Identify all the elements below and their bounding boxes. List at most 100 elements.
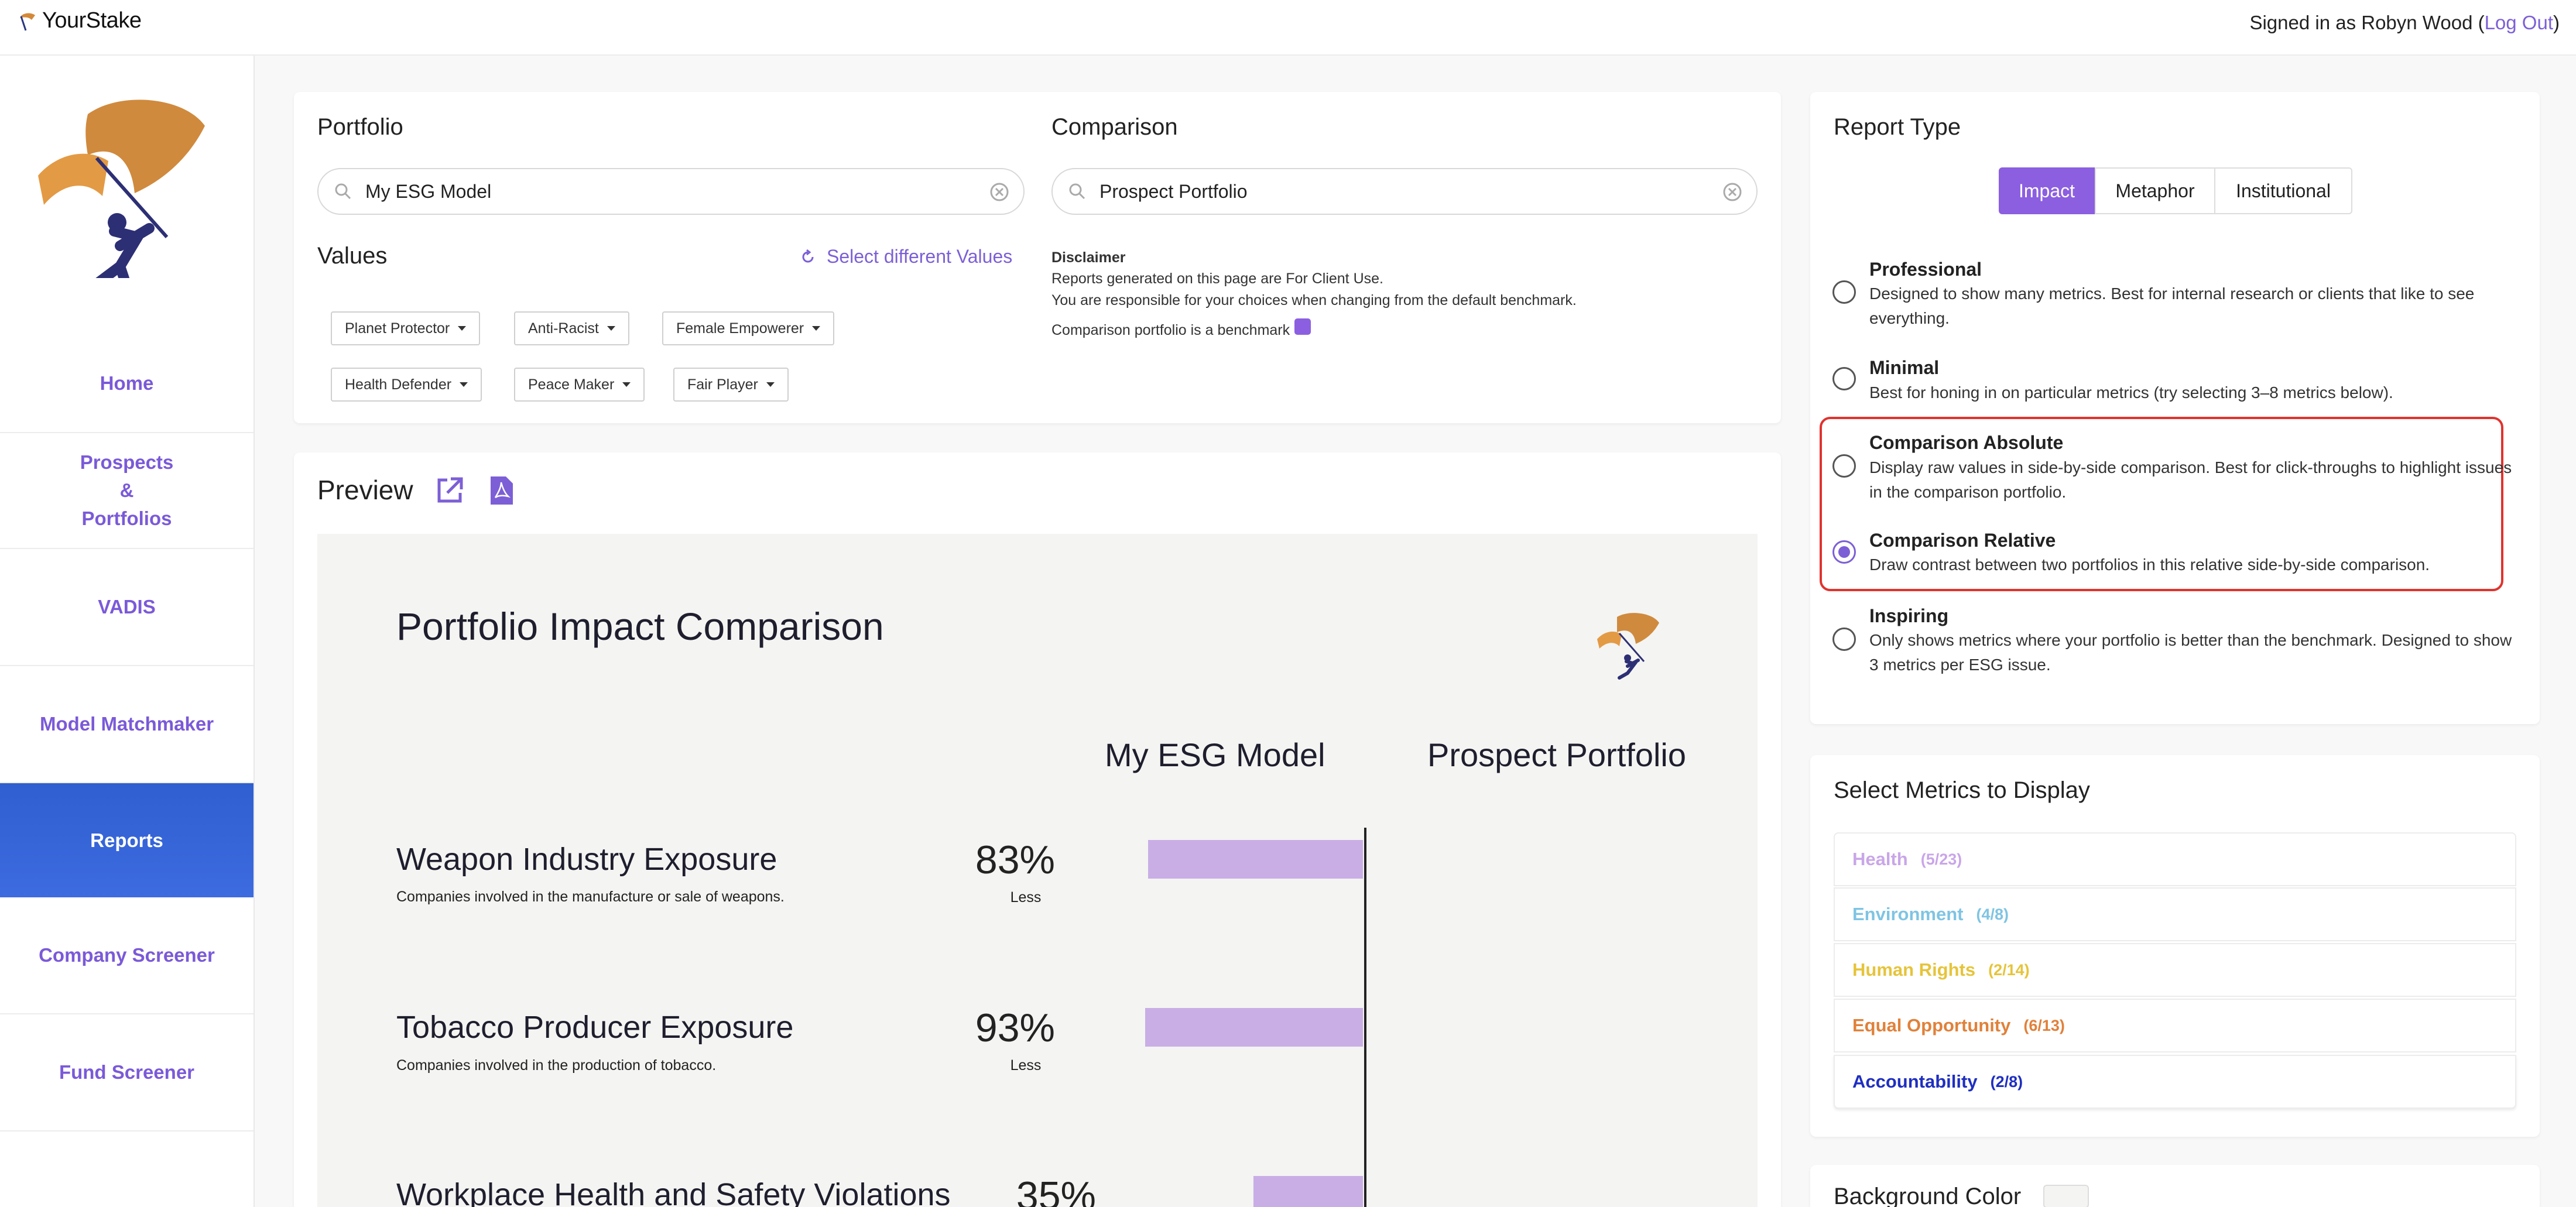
radio-comparison-absolute[interactable] xyxy=(1832,454,1856,478)
radio-comparison-relative[interactable] xyxy=(1832,540,1856,564)
background-color-card xyxy=(1810,1165,2540,1207)
benchmark-toggle-row: Comparison portfolio is a benchmark xyxy=(1051,318,1311,341)
caret-down-icon xyxy=(458,326,467,331)
filter-health-defender[interactable]: Health Defender xyxy=(331,368,482,402)
column-header-portfolio: My ESG Model xyxy=(1105,736,1325,773)
metric-group-environment[interactable]: Environment (4/8) xyxy=(1834,887,2516,941)
metric-group-label: Human Rights xyxy=(1852,959,1976,980)
caret-down-icon xyxy=(812,326,821,331)
values-heading: Values xyxy=(317,243,388,269)
signed-in-status: Signed in as Robyn Wood (Log Out) xyxy=(2249,12,2560,33)
caret-down-icon xyxy=(460,382,468,387)
metric-bar xyxy=(1148,840,1363,879)
sidebar: Home Prospects & Portfolios VADIS Model … xyxy=(0,56,255,1207)
filter-anti-racist[interactable]: Anti-Racist xyxy=(514,311,629,345)
portfolio-search-input[interactable]: My ESG Model xyxy=(317,168,1025,215)
comparison-search-input[interactable]: Prospect Portfolio xyxy=(1051,168,1758,215)
column-header-comparison: Prospect Portfolio xyxy=(1427,736,1686,773)
metric-percent: 93% xyxy=(975,1006,1055,1050)
search-icon xyxy=(1069,183,1085,200)
nav-matchmaker-label: Model Matchmaker xyxy=(39,713,214,735)
nav-vadis[interactable]: VADIS xyxy=(0,549,254,666)
tab-metaphor[interactable]: Metaphor xyxy=(2095,167,2215,214)
filter-fair-player[interactable]: Fair Player xyxy=(673,368,789,402)
caret-down-icon xyxy=(622,382,631,387)
filter-peace-maker[interactable]: Peace Maker xyxy=(514,368,645,402)
open-external-icon[interactable] xyxy=(434,475,465,506)
tab-institutional[interactable]: Institutional xyxy=(2214,167,2352,214)
metric-group-equal-opportunity[interactable]: Equal Opportunity (6/13) xyxy=(1834,999,2516,1052)
clear-icon[interactable] xyxy=(989,182,1009,202)
select-different-values-link[interactable]: Select different Values xyxy=(800,246,1012,268)
report-type-heading: Report Type xyxy=(1834,114,1961,140)
caret-down-icon xyxy=(607,326,615,331)
search-icon xyxy=(335,183,351,200)
refresh-icon xyxy=(802,249,814,262)
flag-logo-icon xyxy=(20,13,35,30)
filter-label: Health Defender xyxy=(345,376,452,393)
nav-model-matchmaker[interactable]: Model Matchmaker xyxy=(0,666,254,783)
option-title: Professional xyxy=(1869,259,1982,280)
brand[interactable]: YourStake xyxy=(16,8,142,33)
nav-fund-screener-label: Fund Screener xyxy=(59,1061,195,1083)
disclaimer-line-2: You are responsible for your choices whe… xyxy=(1051,292,1577,308)
preview-heading: Preview xyxy=(317,475,413,505)
select-values-label: Select different Values xyxy=(827,246,1013,267)
metric-group-count: (6/13) xyxy=(2023,1016,2065,1034)
filter-female-empowerer[interactable]: Female Empowerer xyxy=(662,311,835,345)
metrics-heading: Select Metrics to Display xyxy=(1834,777,2090,803)
option-description: Best for honing in on particular metrics… xyxy=(1869,383,2393,402)
clear-icon[interactable] xyxy=(1722,182,1742,202)
metric-title: Tobacco Producer Exposure xyxy=(396,1010,794,1045)
option-title: Comparison Absolute xyxy=(1869,432,2064,453)
logout-link[interactable]: Log Out xyxy=(2484,12,2553,33)
nav-home[interactable]: Home xyxy=(0,331,254,436)
radio-professional[interactable] xyxy=(1832,280,1856,304)
nav-fund-screener[interactable]: Fund Screener xyxy=(0,1014,254,1131)
filter-planet-protector[interactable]: Planet Protector xyxy=(331,311,481,345)
background-color-swatch[interactable] xyxy=(2043,1185,2089,1207)
comparison-heading: Comparison xyxy=(1051,114,1178,140)
portfolio-value: My ESG Model xyxy=(365,180,492,202)
comparison-value: Prospect Portfolio xyxy=(1099,180,1248,202)
portfolio-heading: Portfolio xyxy=(317,114,403,140)
report-title: Portfolio Impact Comparison xyxy=(396,605,884,648)
pdf-icon[interactable] xyxy=(488,475,514,506)
nav-reports[interactable]: Reports xyxy=(0,783,254,897)
metric-group-label: Environment xyxy=(1852,904,1964,924)
flag-bearer-logo xyxy=(38,100,205,278)
disclaimer-line-1: Reports generated on this page are For C… xyxy=(1051,270,1383,287)
filter-label: Fair Player xyxy=(687,376,758,393)
metric-title: Workplace Health and Safety Violations xyxy=(396,1177,951,1207)
nav-company-screener[interactable]: Company Screener xyxy=(0,897,254,1014)
metric-bar xyxy=(1145,1008,1363,1047)
radio-inspiring[interactable] xyxy=(1832,627,1856,651)
radio-minimal[interactable] xyxy=(1832,367,1856,390)
metric-bar xyxy=(1253,1176,1363,1207)
option-description: Only shows metrics where your portfolio … xyxy=(1869,631,2512,674)
metric-description: Companies involved in the manufacture or… xyxy=(396,889,785,905)
benchmark-checkbox[interactable] xyxy=(1294,318,1311,335)
report-preview: Portfolio Impact Comparison My ESG Model… xyxy=(317,534,1758,1207)
option-description: Designed to show many metrics. Best for … xyxy=(1869,284,2475,327)
nav-company-screener-label: Company Screener xyxy=(39,944,215,966)
filter-label: Planet Protector xyxy=(345,320,450,337)
metric-group-label: Equal Opportunity xyxy=(1852,1015,2011,1035)
metric-title: Weapon Industry Exposure xyxy=(396,842,777,877)
metric-description: Companies involved in the production of … xyxy=(396,1057,717,1074)
report-logo-icon xyxy=(1597,613,1659,680)
filter-label: Anti-Racist xyxy=(528,320,599,337)
metric-group-accountability[interactable]: Accountability (2/8) xyxy=(1834,1055,2516,1109)
chart-axis-line xyxy=(1364,828,1366,1207)
top-bar: YourStake Signed in as Robyn Wood (Log O… xyxy=(0,0,2576,56)
nav-prospects-portfolios[interactable]: Prospects & Portfolios xyxy=(0,432,254,549)
tab-impact[interactable]: Impact xyxy=(1999,167,2095,214)
nav-reports-label: Reports xyxy=(90,829,163,851)
highlight-box xyxy=(1820,417,2503,591)
nav-prospects-label: Prospects & Portfolios xyxy=(80,451,174,529)
benchmark-label: Comparison portfolio is a benchmark xyxy=(1051,322,1290,338)
metric-group-human-rights[interactable]: Human Rights (2/14) xyxy=(1834,943,2516,997)
metric-percent: 83% xyxy=(975,838,1055,882)
nav-vadis-label: VADIS xyxy=(98,596,156,618)
metric-group-health[interactable]: Health (5/23) xyxy=(1834,832,2516,886)
